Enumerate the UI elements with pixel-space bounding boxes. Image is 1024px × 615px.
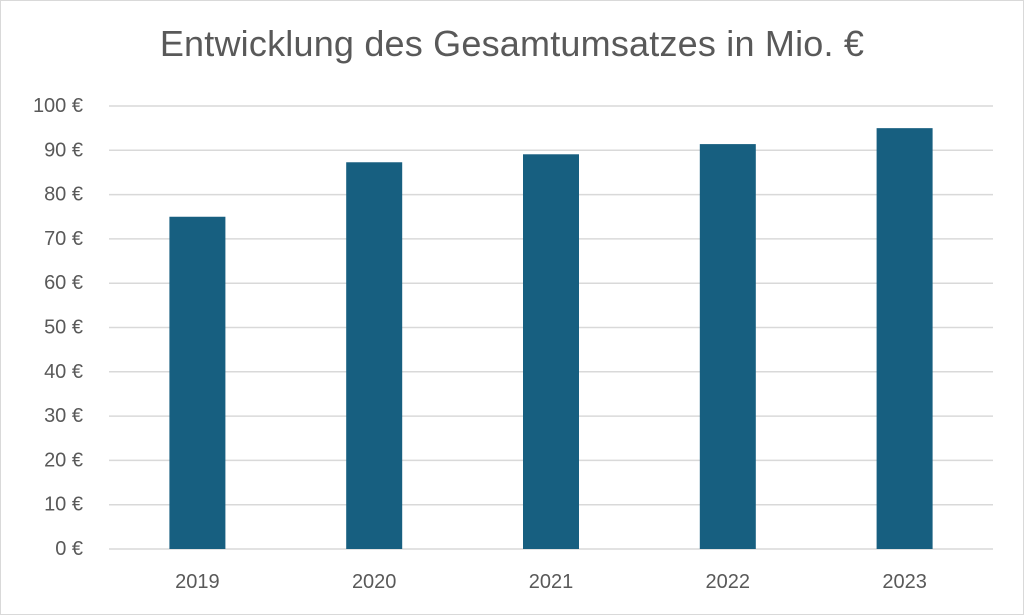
x-tick-label: 2023 <box>882 571 927 593</box>
y-tick-label: 90 € <box>44 139 83 161</box>
bar-2021 <box>523 154 579 550</box>
y-axis-labels: 0 € 10 € 20 € 30 € 40 € 50 € 60 € 70 € 80 € 90 € 1… <box>33 95 83 560</box>
bar-2019 <box>169 216 226 549</box>
x-tick-label: 2021 <box>529 571 574 593</box>
bar-2023 <box>876 128 933 549</box>
y-tick-label: 0 € <box>55 538 83 560</box>
x-axis-labels: 2019 2020 2021 2022 2023 <box>175 571 927 593</box>
y-tick-label: 70 € <box>44 228 83 250</box>
y-tick-label: 30 € <box>44 405 83 427</box>
y-tick-label: 80 € <box>44 184 83 206</box>
y-tick-label: 40 € <box>44 361 83 383</box>
y-tick-label: 100 € <box>33 95 83 117</box>
x-tick-label: 2019 <box>175 571 220 593</box>
bar-2022 <box>699 144 756 549</box>
y-tick-label: 60 € <box>44 272 83 294</box>
bar-2020 <box>346 162 403 550</box>
chart-title: Entwicklung des Gesamtumsatzes in Mio. € <box>159 23 865 64</box>
x-tick-label: 2022 <box>706 571 751 593</box>
x-tick-label: 2020 <box>352 571 397 593</box>
bar-layer <box>169 128 933 550</box>
y-tick-label: 20 € <box>44 449 83 471</box>
y-tick-label: 50 € <box>44 317 83 339</box>
y-tick-label: 10 € <box>44 494 83 516</box>
